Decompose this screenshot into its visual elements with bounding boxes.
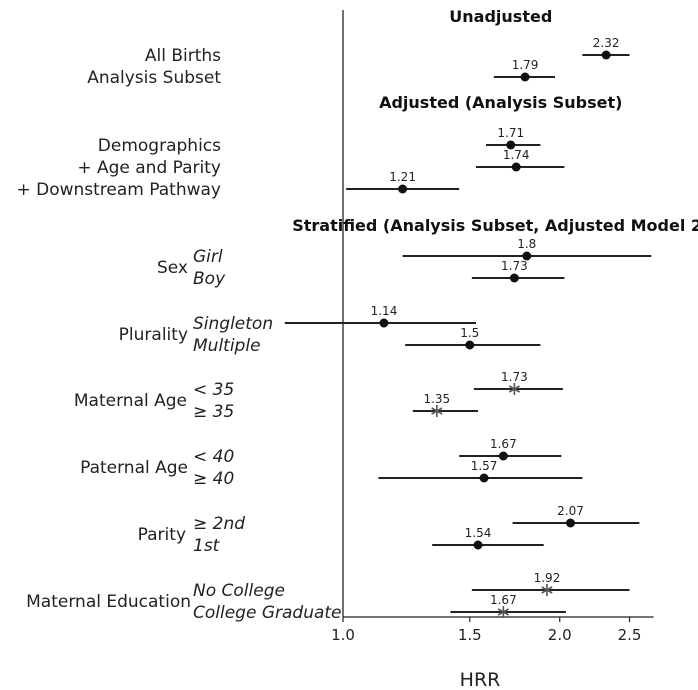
subgroup-label: ≥ 40 [193,469,234,489]
value-label: 1.5 [460,326,479,340]
section-title: Stratified (Analysis Subset, Adjusted Mo… [292,216,698,235]
row-label: Analysis Subset [87,68,221,88]
star-marker [431,405,443,417]
row-label: Demographics [98,136,221,156]
point-marker [520,72,530,82]
point-marker [498,451,508,461]
star-marker [508,383,520,395]
x-axis-title: HRR [460,669,501,690]
x-tick-label: 1.5 [458,626,482,644]
value-label: 1.57 [471,459,498,473]
value-label: 2.32 [593,36,620,50]
point-marker [465,340,475,350]
value-label: 1.74 [503,148,530,162]
value-label: 1.14 [371,304,398,318]
point-marker [601,50,611,60]
point-marker [509,273,519,283]
value-label: 1.67 [490,437,517,451]
section-title: Adjusted (Analysis Subset) [379,93,622,112]
group-label: Maternal Age [74,391,187,411]
row-label: All Births [145,46,221,66]
group-label: Sex [157,258,188,278]
group-label: Paternal Age [80,458,188,478]
point-marker [522,251,532,261]
value-label: 2.07 [557,504,584,518]
star-marker [497,606,509,618]
subgroup-label: Boy [193,269,226,289]
subgroup-label: Singleton [193,314,273,334]
group-label: Parity [138,525,186,545]
x-tick-label: 1.0 [331,626,355,644]
point-marker [479,473,489,483]
row-label: + Downstream Pathway [16,180,221,200]
row-label: + Age and Parity [77,158,221,178]
section-title: Unadjusted [449,7,552,26]
point-marker [511,162,521,172]
subgroup-label: College Graduate [193,603,342,623]
value-label: 1.54 [465,526,492,540]
value-label: 1.67 [490,593,517,607]
value-label: 1.73 [501,370,528,384]
star-marker [541,584,553,596]
subgroup-label: Girl [193,247,223,267]
subgroup-label: ≥ 2nd [193,514,245,534]
value-label: 1.8 [517,237,536,251]
group-label: Plurality [119,325,188,345]
value-label: 1.79 [512,58,539,72]
point-marker [565,518,575,528]
value-label: 1.73 [501,259,528,273]
x-tick-label: 2.0 [548,626,572,644]
subgroup-label: 1st [193,536,221,556]
point-marker [398,184,408,194]
value-label: 1.71 [497,126,524,140]
point-marker [506,140,516,150]
subgroup-label: < 40 [193,447,234,467]
value-label: 1.92 [534,571,561,585]
group-label: Maternal Education [26,592,191,612]
value-label: 1.21 [389,170,416,184]
value-label: 1.35 [423,392,450,406]
subgroup-label: Multiple [193,336,261,356]
point-marker [473,540,483,550]
x-tick-label: 2.5 [618,626,642,644]
subgroup-label: No College [193,581,285,601]
subgroup-label: < 35 [193,380,234,400]
point-marker [379,318,389,328]
subgroup-label: ≥ 35 [193,402,234,422]
